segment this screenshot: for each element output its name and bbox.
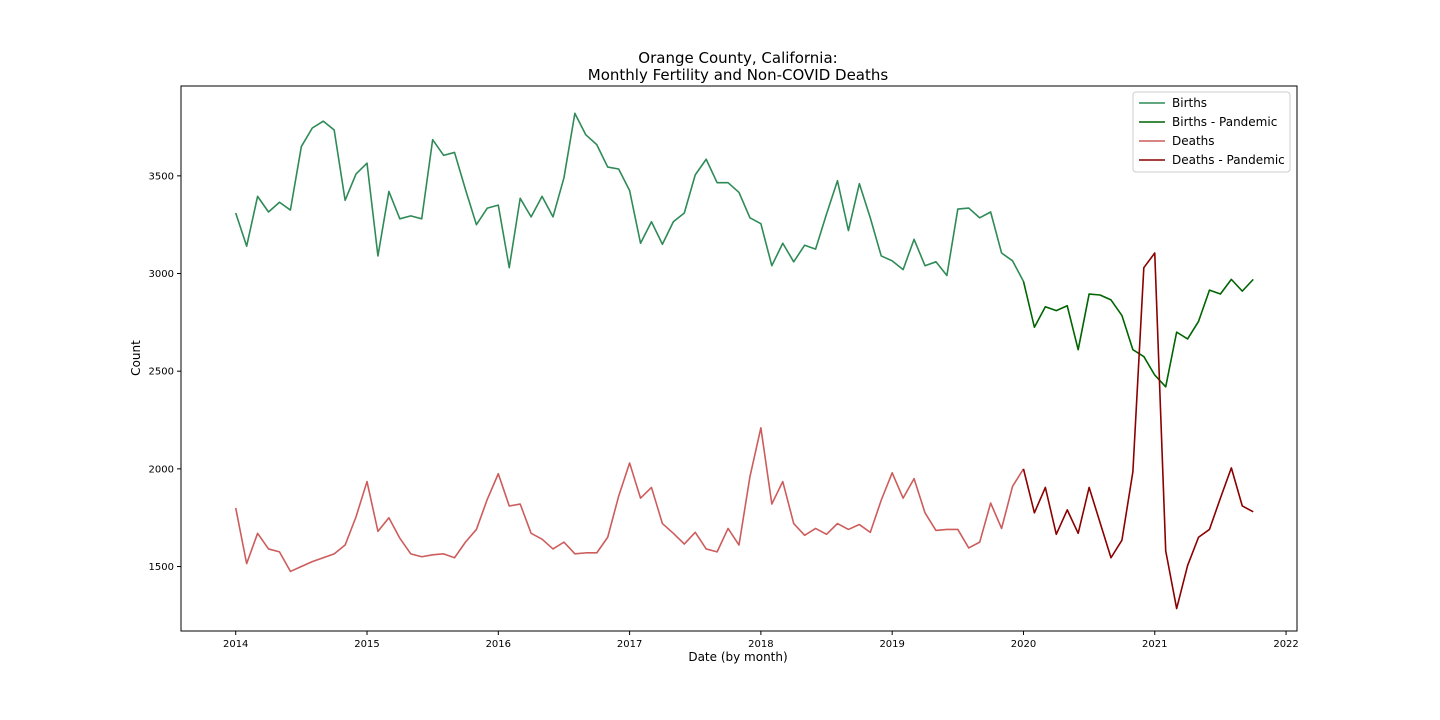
x-tick-label: 2016 (486, 639, 511, 650)
y-tick-label: 2000 (149, 464, 174, 475)
legend-label-births-pandemic: Births - Pandemic (1172, 115, 1277, 129)
series-line-deaths-pandemic (1022, 252, 1254, 610)
series-layer (234, 112, 1254, 610)
y-tick-label: 1500 (149, 562, 174, 573)
legend: Births Births - Pandemic Deaths Deaths - Pa… (1132, 91, 1291, 173)
x-tick-label: 2018 (748, 639, 773, 650)
x-tick-label: 2017 (617, 639, 642, 650)
chart-title-line-2: Monthly Fertility and Non-COVID Deaths (588, 66, 889, 84)
legend-label-births: Births (1172, 96, 1207, 110)
plot-frame (180, 85, 1298, 632)
legend-label-deaths-pandemic: Deaths - Pandemic (1172, 153, 1285, 167)
y-tick-label: 3000 (149, 269, 174, 280)
x-axis: 2014 2015 2016 2017 2018 2019 2020 2021 2022 (223, 631, 1299, 650)
y-axis: 1500 2000 2500 3000 3500 (149, 171, 181, 573)
y-tick-label: 2500 (149, 367, 174, 378)
x-tick-label: 2015 (354, 639, 379, 650)
series-line-births-pandemic (1022, 278, 1254, 388)
series-line-births (234, 112, 1025, 282)
chart-title-line-1: Orange County, California: (638, 49, 837, 67)
x-tick-label: 2019 (879, 639, 904, 650)
y-tick-label: 3500 (149, 171, 174, 182)
series-line-deaths (234, 427, 1025, 573)
x-tick-label: 2022 (1273, 639, 1298, 650)
x-tick-label: 2020 (1011, 639, 1036, 650)
x-axis-label: Date (by month) (688, 650, 787, 664)
x-tick-label: 2021 (1142, 639, 1167, 650)
y-axis-label: Count (129, 340, 143, 376)
legend-box (1132, 91, 1291, 173)
x-tick-label: 2014 (223, 639, 248, 650)
legend-label-deaths: Deaths (1172, 134, 1215, 148)
